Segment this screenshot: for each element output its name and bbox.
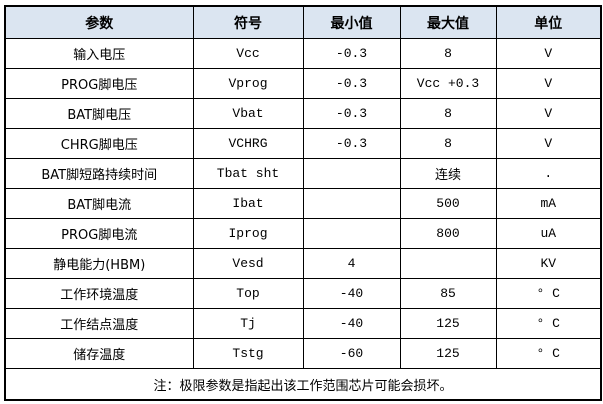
table-cell: -0.3: [302, 98, 401, 129]
table-cell: Tj: [192, 308, 304, 339]
table-cell: [302, 158, 401, 189]
table-row: 储存温度 Tstg -60 125 ° C: [4, 338, 602, 369]
table-cell: 连续: [399, 158, 497, 189]
table-cell: V: [495, 38, 602, 69]
table-cell: PROG脚电流: [4, 218, 194, 249]
table-cell: Tbat sht: [192, 158, 304, 189]
table-row: 工作结点温度 Tj -40 125 ° C: [4, 308, 602, 339]
table-cell: ° C: [495, 338, 602, 369]
table-cell: [302, 188, 401, 219]
table-cell: Vesd: [192, 248, 304, 279]
table-cell: 4: [302, 248, 401, 279]
table-cell: 工作环境温度: [4, 278, 194, 309]
table-cell: 储存温度: [4, 338, 194, 369]
table-cell: V: [495, 68, 602, 99]
column-header: 单位: [495, 5, 602, 39]
table-cell: .: [495, 158, 602, 189]
table-cell: BAT脚电流: [4, 188, 194, 219]
table-cell: 125: [399, 308, 497, 339]
column-header: 符号: [192, 5, 304, 39]
table-row: BAT脚短路持续时间 Tbat sht 连续.: [4, 158, 602, 189]
table-row: PROG脚电流 Iprog 800 uA: [4, 218, 602, 249]
column-header: 参数: [4, 5, 194, 39]
table-cell: 输入电压: [4, 38, 194, 69]
table-cell: -60: [302, 338, 401, 369]
table-cell: PROG脚电压: [4, 68, 194, 99]
table-row: CHRG脚电压 VCHRG -0.3 8 V: [4, 128, 602, 159]
table-cell: 500: [399, 188, 497, 219]
table-cell: Vbat: [192, 98, 304, 129]
note-row: 注：极限参数是指起出该工作范围芯片可能会损坏。: [4, 368, 602, 401]
table-cell: Top: [192, 278, 304, 309]
table-note: 注：极限参数是指起出该工作范围芯片可能会损坏。: [4, 368, 602, 401]
table-cell: 8: [399, 98, 497, 129]
absolute-max-ratings-table: 参数 符号 最小值 最大值 单位 输入电压 Vcc -0.3 8 V PROG脚电压 Vprog -0…: [4, 5, 602, 401]
column-header: 最小值: [302, 5, 401, 39]
table-cell: 静电能力(HBM): [4, 248, 194, 279]
table-cell: KV: [495, 248, 602, 279]
table-cell: 800: [399, 218, 497, 249]
table-cell: uA: [495, 218, 602, 249]
table-cell: 8: [399, 128, 497, 159]
table-cell: [302, 218, 401, 249]
table-cell: 125: [399, 338, 497, 369]
table-cell: Iprog: [192, 218, 304, 249]
table-cell: VCHRG: [192, 128, 304, 159]
table-row: BAT脚电流 Ibat 500 mA: [4, 188, 602, 219]
table-cell: Vprog: [192, 68, 304, 99]
column-header: 最大值: [399, 5, 497, 39]
table-cell: BAT脚电压: [4, 98, 194, 129]
table-cell: Vcc: [192, 38, 304, 69]
table-cell: 8: [399, 38, 497, 69]
header-row: 参数 符号 最小值 最大值 单位: [4, 5, 602, 39]
table-cell: V: [495, 128, 602, 159]
table-cell: -40: [302, 308, 401, 339]
table-cell: -0.3: [302, 128, 401, 159]
table-cell: -0.3: [302, 38, 401, 69]
table-cell: 工作结点温度: [4, 308, 194, 339]
table-cell: V: [495, 98, 602, 129]
table-cell: ° C: [495, 278, 602, 309]
table-row: BAT脚电压 Vbat -0.3 8 V: [4, 98, 602, 129]
table-row: 静电能力(HBM) Vesd 4 KV: [4, 248, 602, 279]
table-cell: Tstg: [192, 338, 304, 369]
table-cell: Ibat: [192, 188, 304, 219]
table-cell: -0.3: [302, 68, 401, 99]
table-cell: ° C: [495, 308, 602, 339]
table-cell: mA: [495, 188, 602, 219]
table-row: 输入电压 Vcc -0.3 8 V: [4, 38, 602, 69]
table-cell: Vcc +0.3: [399, 68, 497, 99]
table-cell: [399, 248, 497, 279]
table-cell: 85: [399, 278, 497, 309]
table-row: 工作环境温度 Top -40 85 ° C: [4, 278, 602, 309]
table-row: PROG脚电压 Vprog -0.3 Vcc +0.3 V: [4, 68, 602, 99]
table-cell: BAT脚短路持续时间: [4, 158, 194, 189]
table-cell: CHRG脚电压: [4, 128, 194, 159]
table-cell: -40: [302, 278, 401, 309]
